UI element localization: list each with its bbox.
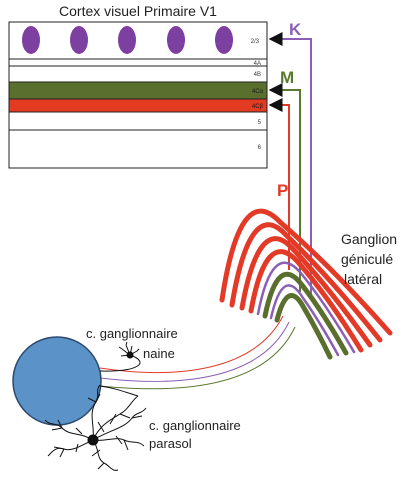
- cortex-layer-4b: [8, 65, 268, 83]
- lgn-layers: [219, 208, 393, 360]
- midget-label-line2: naine: [143, 346, 175, 361]
- layer-label-2-3: 2/3: [251, 39, 260, 45]
- lgn-magno-layer: [274, 293, 333, 360]
- fiber-p: [99, 315, 284, 373]
- midget-label-line1: c. ganglionnaire: [86, 326, 178, 341]
- cortex-layer-4c-beta: [8, 98, 268, 113]
- lgn-parvo-layer: [248, 249, 364, 353]
- blob-row: [22, 26, 233, 54]
- lgn-label-line3: latéral: [344, 271, 382, 287]
- layer-label-6: 6: [258, 145, 262, 151]
- lgn-konio-layer: [256, 261, 356, 354]
- cytochrome-blob: [167, 26, 185, 54]
- cortex-layer-4c-alpha: [8, 81, 268, 100]
- lgn-label-line1: Ganglion: [341, 231, 397, 247]
- pathway-m-label: M: [280, 68, 294, 87]
- cortex-title: Cortex visuel Primaire V1: [59, 3, 217, 19]
- parasol-label-line2: parasol: [149, 436, 192, 451]
- parasol-label-line1: c. ganglionnaire: [149, 418, 241, 433]
- cortex-layer-6: [8, 129, 268, 169]
- projection-m: [268, 83, 301, 292]
- projection-p: [268, 98, 290, 270]
- midget-ganglion-cell: [99, 341, 141, 372]
- fiber-k: [99, 321, 290, 382]
- projection-k: [268, 32, 312, 300]
- layer-label-4c-alpha: 4Cα: [252, 89, 264, 95]
- layer-label-5: 5: [258, 120, 262, 126]
- cortex-layer-4a: [8, 58, 268, 67]
- lgn-label-line2: géniculé: [341, 251, 393, 267]
- cortex-v1: 2/3 4A 4B 4Cα 4Cβ 5 6: [8, 21, 268, 169]
- lgn-parvo-layer: [219, 208, 393, 336]
- eye-retina: [12, 336, 102, 426]
- lgn-parvo-layer: [239, 236, 373, 348]
- cytochrome-blob: [22, 26, 40, 54]
- cytochrome-blob: [215, 26, 233, 54]
- fiber-m: [99, 326, 296, 390]
- cytochrome-blob: [70, 26, 88, 54]
- lgn-konio-layer: [269, 284, 340, 357]
- layer-label-4c-beta: 4Cβ: [252, 104, 264, 110]
- pathway-k-label: K: [289, 20, 302, 39]
- lgn-magno-layer: [262, 271, 349, 356]
- cortex-layer-5: [8, 111, 268, 131]
- parasol-ganglion-cell: [44, 384, 147, 471]
- cytochrome-blob: [118, 26, 136, 54]
- pathway-p-label: P: [277, 181, 288, 200]
- layer-label-4a: 4A: [254, 61, 261, 67]
- lgn-parvo-layer: [229, 222, 383, 343]
- layer-label-4b: 4B: [254, 72, 261, 78]
